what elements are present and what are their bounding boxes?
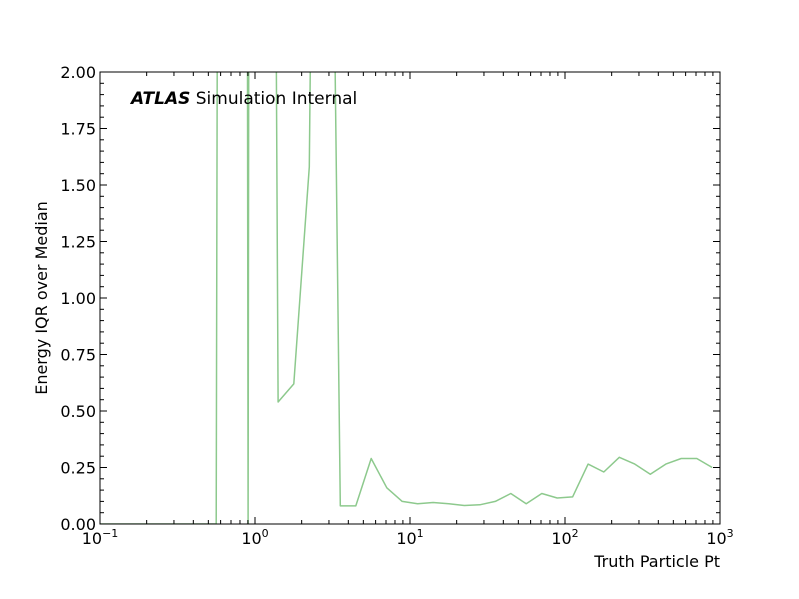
atlas-label: ATLAS Simulation Internal [129,89,357,109]
series-line [100,72,713,524]
x-tick-label: 103 [706,527,733,548]
y-tick-label: 0.00 [60,515,96,534]
x-tick-label-base: 10 [241,529,261,548]
x-tick-label: 101 [396,527,423,548]
x-tick-label-base: 10 [82,529,102,548]
atlas-label-bold: ATLAS [129,89,190,109]
atlas-label-rest: Simulation Internal [190,89,357,109]
x-tick-label: 102 [551,527,578,548]
y-axis-label: Energy IQR over Median [32,201,51,395]
x-tick-label-exponent: 3 [727,527,734,540]
x-tick-label-base: 10 [551,529,571,548]
x-tick-label-base: 10 [706,529,726,548]
y-tick-label: 0.50 [60,402,96,421]
x-tick-label-exponent: 1 [417,527,424,540]
y-tick-label: 1.75 [60,120,96,139]
series-layer [100,72,713,524]
plot-frame [99,71,721,525]
x-tick-label-exponent: 0 [262,527,269,540]
y-tick-label: 1.00 [60,289,96,308]
x-tick-label-base: 10 [396,529,416,548]
x-tick-label-exponent: −1 [102,527,118,540]
y-tick-label: 0.75 [60,346,96,365]
x-tick-label: 10−1 [82,527,119,548]
y-tick-label: 0.25 [60,459,96,478]
label-layer: 10−1 100 101 102 1030.000.250.500.751.001.25… [60,63,733,548]
y-tick-label: 1.50 [60,176,96,195]
x-axis-label: Truth Particle Pt [593,552,720,571]
tick-layer [99,71,721,525]
y-tick-label: 1.25 [60,233,96,252]
x-tick-label-exponent: 2 [572,527,579,540]
x-tick-label: 100 [241,527,268,548]
y-tick-label: 2.00 [60,63,96,82]
